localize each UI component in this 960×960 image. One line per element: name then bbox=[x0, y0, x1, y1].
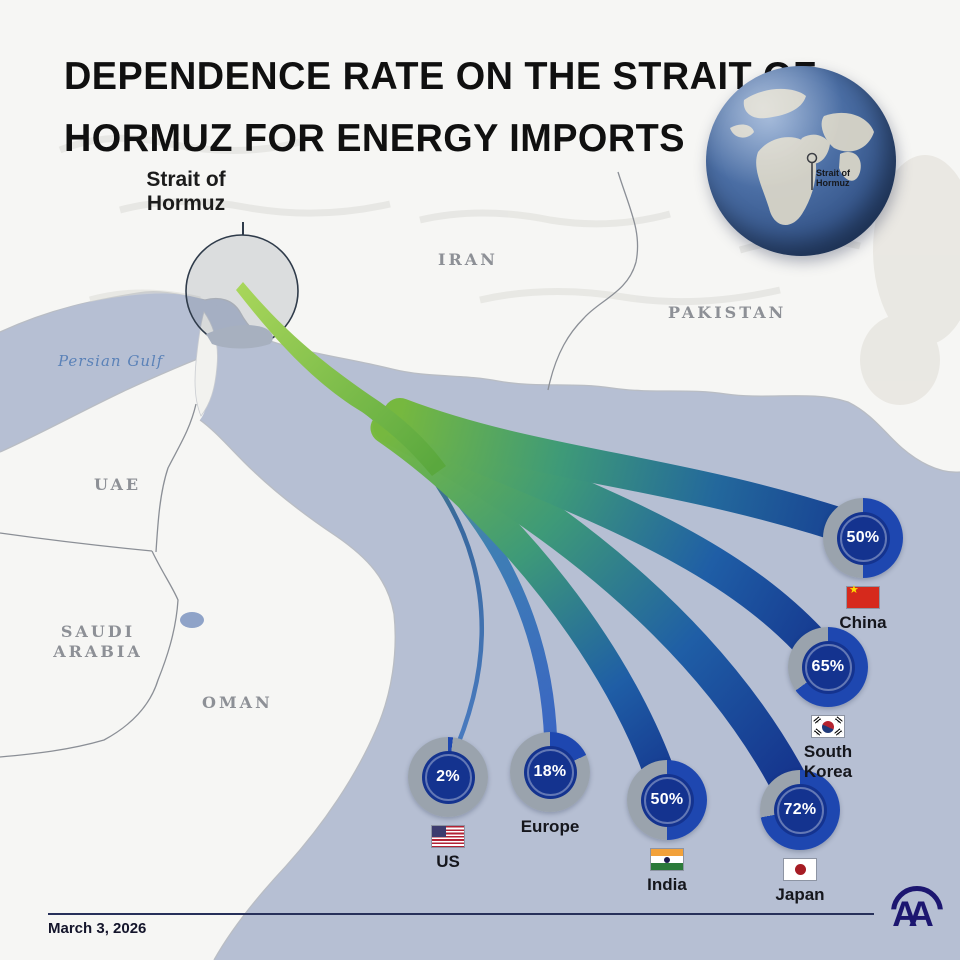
agency-logo-text: AA bbox=[892, 895, 934, 934]
dependency-badge-europe: 18% Europe bbox=[504, 732, 596, 837]
donut-gauge-south-korea: 65% bbox=[788, 627, 868, 707]
globe-continents bbox=[730, 88, 874, 225]
donut-center: 65% bbox=[801, 640, 855, 694]
china-flag-star: ★ bbox=[849, 584, 859, 596]
map-label-pakistan: PAKISTAN bbox=[668, 303, 787, 322]
title-line-2: HORMUZ FOR ENERGY IMPORTS bbox=[64, 117, 685, 161]
donut-gauge-india: 50% bbox=[627, 760, 707, 840]
percent-label: 72% bbox=[783, 801, 817, 818]
dependency-badge-india: 50% India bbox=[621, 760, 713, 895]
india-flag-icon bbox=[651, 849, 683, 870]
destination-label-us: US bbox=[436, 852, 460, 871]
donut-gauge-us: 2% bbox=[408, 737, 488, 817]
japan-flag-icon bbox=[784, 859, 816, 880]
strait-of-hormuz-callout-label: Strait of Hormuz bbox=[146, 168, 226, 215]
japan-flag-sun bbox=[794, 864, 806, 875]
donut-gauge-europe: 18% bbox=[510, 732, 590, 812]
dependency-badge-japan: 72% Japan bbox=[754, 770, 846, 905]
title-line-1: DEPENDENCE RATE ON THE STRAIT OF bbox=[64, 55, 817, 99]
donut-center: 50% bbox=[640, 773, 694, 827]
map-label-saudi-arabia: SAUDI ARABIA bbox=[53, 622, 143, 661]
donut-center: 72% bbox=[773, 783, 827, 837]
percent-label: 18% bbox=[533, 763, 567, 780]
dependency-badge-china: 50% ★ China bbox=[817, 498, 909, 633]
percent-label: 50% bbox=[846, 529, 880, 546]
percent-label: 50% bbox=[650, 791, 684, 808]
donut-gauge-japan: 72% bbox=[760, 770, 840, 850]
donut-gauge-china: 50% bbox=[823, 498, 903, 578]
footer-divider bbox=[48, 913, 874, 915]
destination-label-china: China bbox=[839, 613, 887, 632]
donut-center: 50% bbox=[836, 511, 890, 565]
percent-label: 2% bbox=[436, 768, 460, 785]
agency-logo: AA bbox=[882, 886, 944, 940]
map-label-oman: OMAN bbox=[202, 693, 273, 712]
dependency-badge-us: 2% US bbox=[402, 737, 494, 872]
map-label-iran: IRAN bbox=[438, 250, 498, 269]
destination-label-japan: Japan bbox=[775, 885, 825, 904]
percent-label: 65% bbox=[811, 658, 845, 675]
map-label-persian-gulf: Persian Gulf bbox=[58, 352, 164, 370]
destination-label-europe: Europe bbox=[520, 817, 580, 836]
us-flag-icon bbox=[432, 826, 464, 847]
donut-center: 2% bbox=[421, 750, 475, 804]
globe-strait-label: Strait of Hormuz bbox=[816, 168, 851, 188]
dependency-badge-south-korea: 65% South Korea bbox=[782, 627, 874, 782]
korea-flag-taegeuk bbox=[822, 720, 834, 733]
destination-label-india: India bbox=[647, 875, 687, 894]
globe-inset: Strait of Hormuz bbox=[706, 66, 896, 256]
page-title: DEPENDENCE RATE ON THE STRAIT OF HORMUZ … bbox=[64, 46, 894, 170]
south-korea-flag-icon bbox=[812, 716, 844, 737]
globe-highlight bbox=[706, 66, 896, 256]
us-flag-canton bbox=[432, 826, 447, 837]
map-label-uae: UAE bbox=[94, 475, 142, 494]
donut-center: 18% bbox=[523, 745, 577, 799]
date-label: March 3, 2026 bbox=[48, 920, 147, 937]
destination-label-south-korea: South Korea bbox=[803, 742, 853, 781]
india-flag-chakra bbox=[664, 856, 670, 863]
china-flag-icon: ★ bbox=[847, 584, 879, 608]
